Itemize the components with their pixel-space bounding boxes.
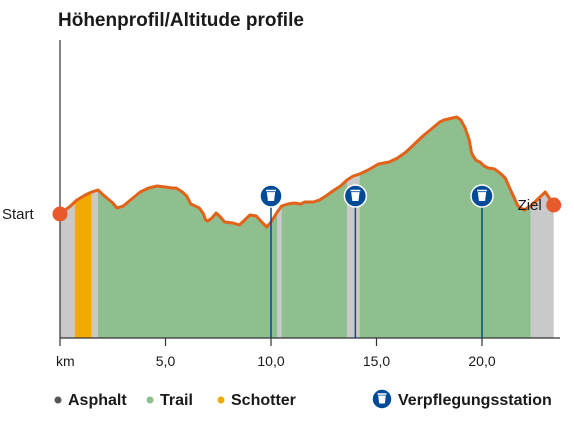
legend-label-schotter: Schotter: [231, 392, 296, 409]
legend-station-icon: [371, 388, 393, 410]
x-tick-label-10: 10,0: [257, 353, 284, 369]
x-tick-label-15: 15,0: [363, 353, 390, 369]
legend-label-trail: Trail: [160, 392, 193, 409]
legend-label-asphalt: Asphalt: [68, 392, 127, 409]
x-tick-label-20: 20,0: [468, 353, 495, 369]
x-tick-label-5: 5,0: [156, 353, 176, 369]
legend-dot-trail: [146, 396, 154, 404]
start-marker: [52, 206, 68, 222]
start-label: Start: [2, 206, 35, 223]
legend: Asphalt Trail Schotter Verpflegungsstation: [54, 388, 552, 410]
surface-trail-segment-1: [98, 186, 278, 338]
surface-asphalt-segment-2: [91, 190, 98, 338]
start-finish-layer: Start Ziel: [2, 197, 562, 223]
chart-title: Höhenprofil/Altitude profile: [58, 10, 304, 31]
station-icon-3: [470, 184, 494, 208]
finish-marker: [546, 197, 562, 213]
cup-icon: [477, 192, 487, 201]
surface-asphalt-segment-1: [60, 202, 75, 338]
legend-dot-schotter: [217, 396, 225, 404]
surface-asphalt-segment-4: [347, 174, 360, 338]
surface-area-layer: [60, 117, 554, 338]
elevation-line: [59, 115, 555, 229]
surface-asphalt-segment-5: [530, 192, 554, 338]
surface-schotter-segment-1: [74, 192, 92, 338]
surface-trail-segment-2: [281, 180, 347, 338]
finish-label: Ziel: [518, 197, 542, 214]
cup-icon: [266, 192, 276, 201]
station-layer: [259, 184, 494, 338]
station-icon-1: [259, 184, 283, 208]
legend-dot-asphalt: [54, 396, 62, 404]
legend-label-station: Verpflegungsstation: [398, 392, 552, 409]
profile-line-layer: [59, 115, 555, 229]
cup-icon: [378, 395, 386, 404]
surface-asphalt-segment-3: [277, 206, 282, 338]
axis-layer: km 5,0 10,0 15,0 20,0: [56, 40, 560, 369]
surface-trail-segment-3: [359, 117, 531, 338]
station-icon-2: [343, 184, 368, 208]
x-axis-label: km: [56, 353, 75, 369]
cup-icon: [351, 192, 360, 201]
